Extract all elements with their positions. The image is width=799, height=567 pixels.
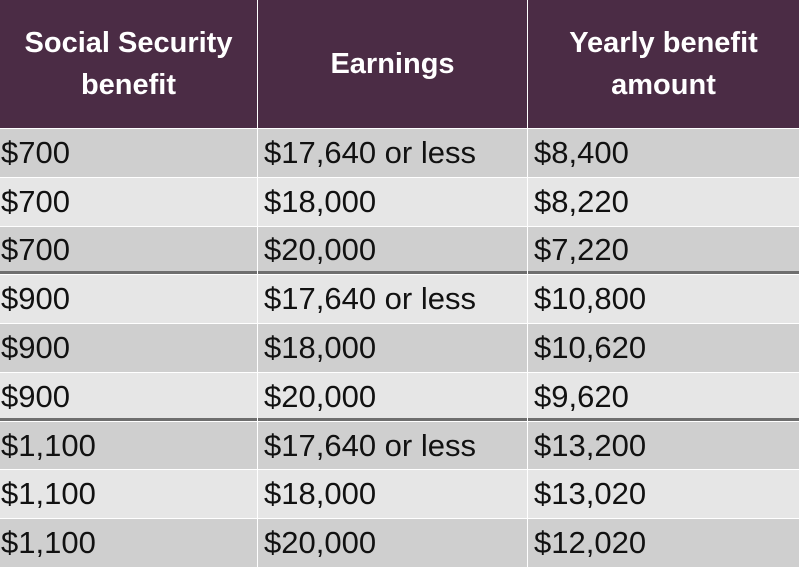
table-cell: $10,620	[528, 324, 799, 372]
table-cell: $8,220	[528, 177, 799, 226]
table-cell: $17,640 or less	[258, 421, 527, 470]
table-cell: $9,620	[528, 372, 799, 421]
table-cell: $900	[0, 372, 257, 421]
table-cell: $20,000	[258, 226, 527, 275]
table-cell: $700	[0, 129, 257, 177]
table-cell: $900	[0, 324, 257, 372]
header-cell: Yearly benefit amount	[528, 0, 799, 128]
table-cell: $7,220	[528, 226, 799, 275]
table-cell: $18,000	[258, 324, 527, 372]
table-cell: $13,200	[528, 421, 799, 470]
table-cell: $20,000	[258, 519, 527, 567]
table-cell: $1,100	[0, 421, 257, 470]
table-cell: $18,000	[258, 470, 527, 519]
table-cell: $700	[0, 226, 257, 275]
table-cell: $12,020	[528, 519, 799, 567]
table-cell: $18,000	[258, 177, 527, 226]
table-cell: $700	[0, 177, 257, 226]
table-cell: $20,000	[258, 372, 527, 421]
table-cell: $17,640 or less	[258, 129, 527, 177]
table-cell: $1,100	[0, 519, 257, 567]
table-cell: $17,640 or less	[258, 275, 527, 324]
table-cell: $1,100	[0, 470, 257, 519]
header-cell: Social Security benefit	[0, 0, 257, 128]
table-cell: $900	[0, 275, 257, 324]
table-cell: $10,800	[528, 275, 799, 324]
table-cell: $13,020	[528, 470, 799, 519]
table-cell: $8,400	[528, 129, 799, 177]
header-cell: Earnings	[258, 0, 527, 128]
